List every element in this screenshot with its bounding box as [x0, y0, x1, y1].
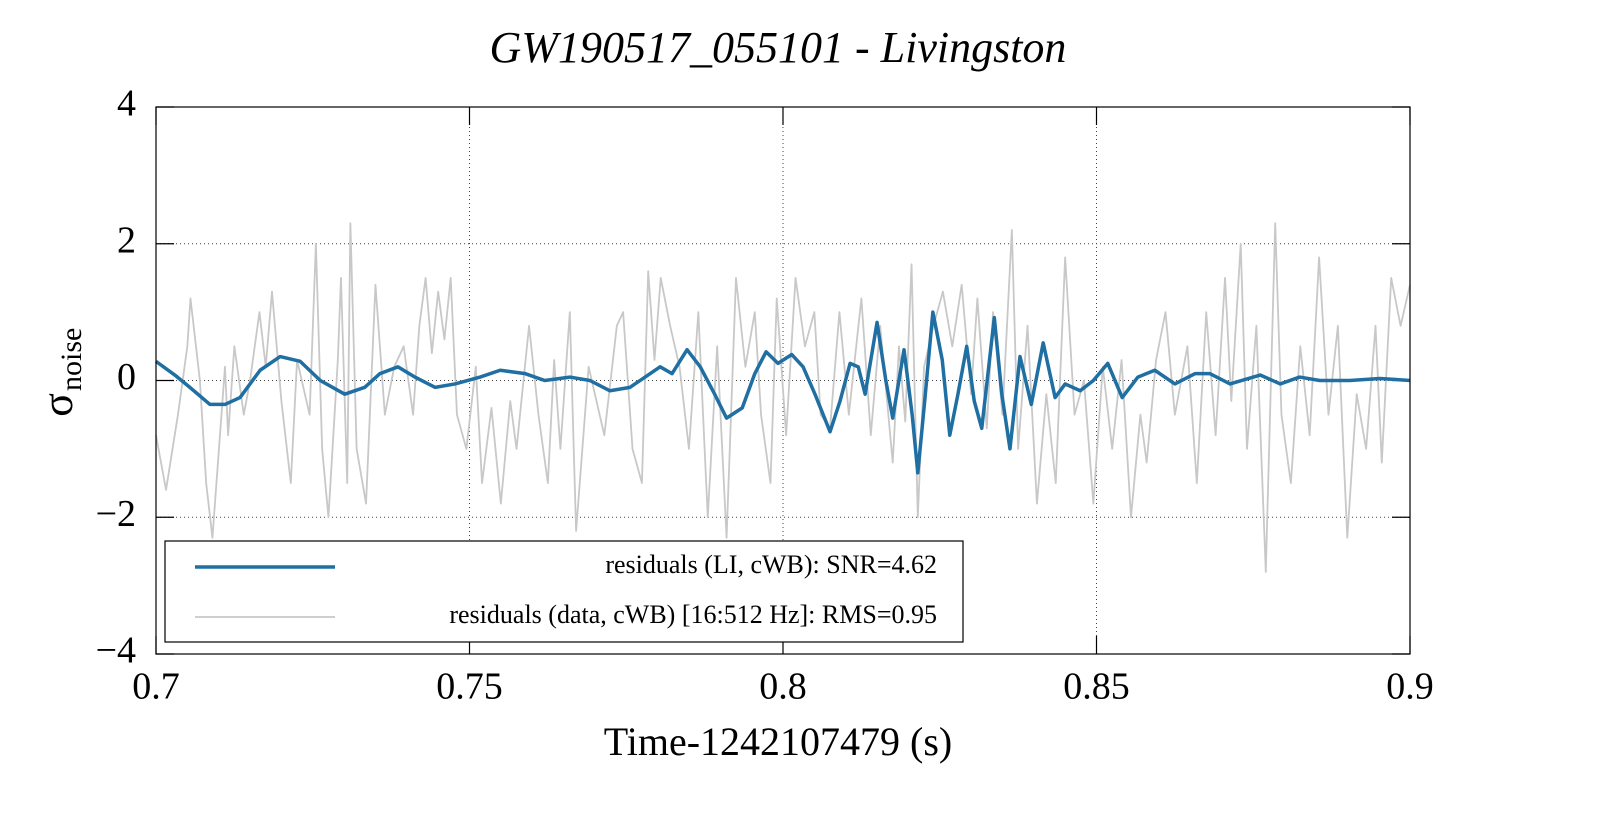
x-tick-label: 0.7 [132, 666, 180, 708]
plot-area: −4 −2 0 2 4 0.7 0.75 0.8 0.85 0.9 residuals (LI, c… [96, 83, 1434, 708]
legend-box [164, 540, 964, 643]
y-tick-label: −4 [96, 630, 136, 672]
y-tick-label: −2 [96, 493, 136, 535]
x-tick-label: 0.85 [1063, 666, 1130, 708]
plot-frame [155, 106, 1411, 655]
x-tick-label: 0.8 [759, 666, 807, 708]
x-axis-label: Time-1242107479 (s) [604, 719, 953, 764]
series-line [155, 222, 1411, 573]
y-tick-label: 0 [117, 356, 136, 398]
y-axis-label: σ noise [33, 328, 88, 417]
legend-label: residuals (data, cWB) [16:512 Hz]: RMS=0… [449, 600, 937, 629]
y-tick-label: 4 [117, 83, 136, 125]
x-tick-label: 0.9 [1386, 666, 1434, 708]
y-label-subscript: noise [55, 328, 88, 391]
legend-label: residuals (LI, cWB): SNR=4.62 [605, 550, 937, 579]
y-tick-label: 2 [117, 219, 136, 261]
chart-title: GW190517_055101 - Livingston [490, 23, 1067, 72]
y-label-symbol: σ [33, 393, 82, 417]
x-tick-label: 0.75 [436, 666, 503, 708]
series-line [154, 310, 1411, 475]
